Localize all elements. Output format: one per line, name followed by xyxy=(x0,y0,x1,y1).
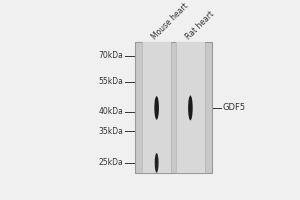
Text: Rat heart: Rat heart xyxy=(184,9,216,41)
Bar xyxy=(142,42,171,173)
Text: 25kDa: 25kDa xyxy=(99,158,124,167)
Text: 55kDa: 55kDa xyxy=(99,77,124,86)
Text: GDF5: GDF5 xyxy=(222,103,245,112)
Bar xyxy=(176,42,205,173)
Text: 70kDa: 70kDa xyxy=(99,51,124,60)
Ellipse shape xyxy=(154,96,159,120)
Bar xyxy=(135,42,212,173)
Text: 35kDa: 35kDa xyxy=(99,127,124,136)
Text: Mouse heart: Mouse heart xyxy=(150,1,190,41)
Text: 40kDa: 40kDa xyxy=(99,107,124,116)
Ellipse shape xyxy=(155,153,159,173)
Ellipse shape xyxy=(188,95,193,120)
